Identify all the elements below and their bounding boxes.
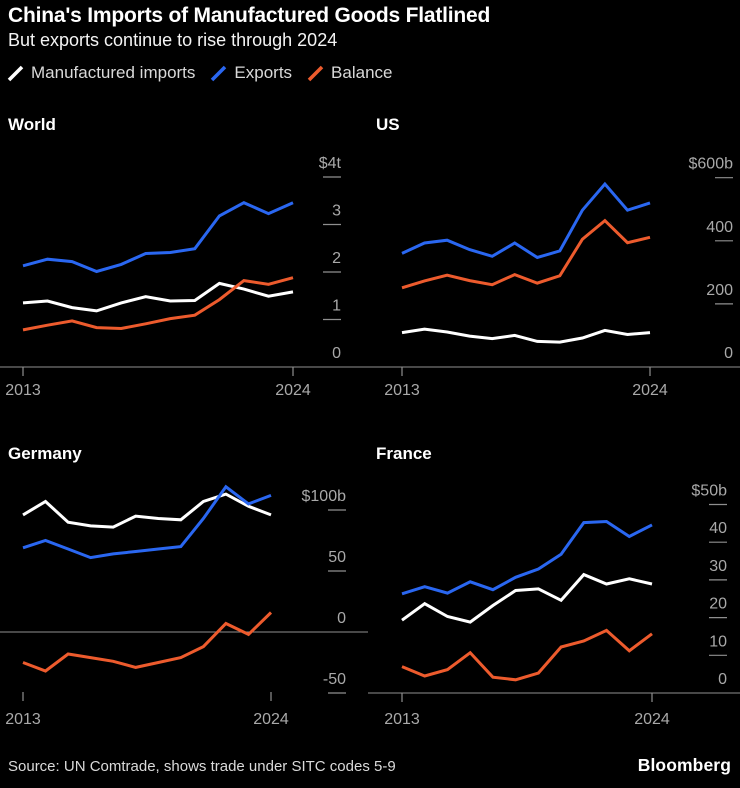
line-swatch-icon [307, 65, 324, 81]
x-tick-label: 2024 [632, 382, 668, 399]
manufactured-imports-line [22, 492, 272, 529]
source-note: Source: UN Comtrade, shows trade under S… [8, 758, 396, 775]
y-tick-label: 0 [724, 345, 733, 362]
legend: Manufactured imports Exports Balance [7, 63, 407, 83]
y-tick-label: 0 [718, 671, 727, 688]
chart-title-world: World [8, 115, 56, 134]
balance-line [401, 628, 653, 682]
legend-item-manufactured-imports: Manufactured imports [7, 63, 195, 83]
y-tick-label: 10 [709, 633, 727, 650]
exports-line [22, 201, 294, 274]
line-swatch-icon [7, 65, 24, 81]
balance-line [22, 611, 273, 673]
y-tick-label: $600b [689, 156, 734, 173]
chart-germany: $100b 50 0 -50 2013 2024 [0, 484, 368, 728]
chart-title-us: US [376, 115, 400, 134]
chart-world: $4t 3 2 1 0 2013 2024 [0, 155, 368, 399]
exports-line [401, 519, 653, 596]
chart-france: $50b 40 30 20 10 0 2013 2024 [368, 483, 740, 728]
legend-label: Exports [234, 63, 293, 82]
x-tick-label: 2024 [634, 711, 670, 728]
chart-panel-world: World $4t 3 2 1 0 2013 2024 [0, 100, 368, 420]
chart-title-france: France [376, 444, 432, 463]
page-title: China's Imports of Manufactured Goods Fl… [8, 4, 491, 27]
chart-us: $600b 400 200 0 2013 2024 [368, 156, 740, 399]
x-tick-label: 2013 [5, 711, 41, 728]
manufactured-imports-line [22, 281, 294, 313]
bloomberg-logo: Bloomberg [637, 755, 731, 775]
x-tick-label: 2024 [275, 382, 311, 399]
chart-panel-germany: Germany $100b 50 0 -50 2013 2024 [0, 420, 368, 750]
line-swatch-icon [211, 65, 227, 81]
chart-panel-us: US $600b 400 200 0 2013 2024 [368, 100, 740, 420]
y-tick-label: 30 [709, 558, 727, 575]
balance-line [401, 218, 651, 290]
y-tick-label: 20 [709, 596, 727, 613]
x-tick-label: 2013 [384, 711, 420, 728]
y-tick-label: 0 [332, 345, 341, 362]
x-tick-label: 2013 [5, 382, 41, 399]
balance-line [22, 276, 294, 332]
x-tick-label: 2013 [384, 382, 420, 399]
manufactured-imports-line [401, 572, 653, 624]
legend-item-exports: Exports [210, 63, 292, 83]
legend-label: Balance [331, 63, 393, 82]
chart-panel-france: France $50b 40 30 20 10 0 2013 2024 [368, 420, 740, 750]
page-subtitle: But exports continue to rise through 202… [8, 30, 338, 50]
y-tick-label: 2 [332, 250, 341, 267]
y-tick-label: 400 [706, 219, 733, 236]
y-tick-label: 40 [709, 520, 727, 537]
y-tick-label: 50 [328, 549, 346, 566]
y-tick-label: $4t [319, 155, 342, 172]
x-tick-label: 2024 [253, 711, 289, 728]
manufactured-imports-line [401, 327, 651, 344]
chart-title-germany: Germany [8, 444, 82, 463]
y-tick-label: -50 [323, 671, 346, 688]
y-tick-label: 0 [337, 610, 346, 627]
y-tick-label: 1 [332, 298, 341, 315]
legend-label: Manufactured imports [31, 63, 196, 82]
y-tick-label: 200 [706, 282, 733, 299]
y-tick-label: $100b [302, 488, 347, 505]
y-tick-label: 3 [332, 203, 341, 220]
y-tick-label: $50b [691, 483, 727, 500]
exports-line [22, 484, 272, 560]
legend-item-balance: Balance [307, 63, 392, 83]
exports-line [401, 181, 651, 260]
